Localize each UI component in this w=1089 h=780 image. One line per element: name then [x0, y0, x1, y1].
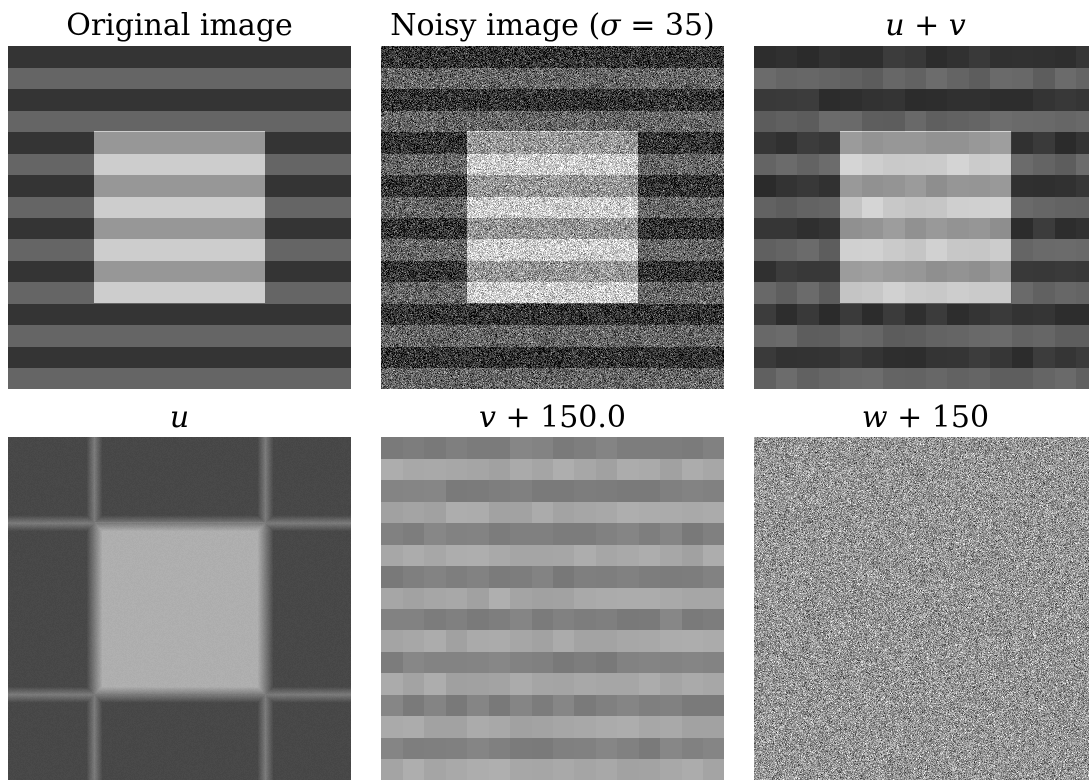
title-w-rest: + 150: [887, 400, 990, 435]
title-noisy: Noisy image (σ = 35): [381, 8, 724, 44]
image-u: [8, 437, 351, 780]
canvas-noisy: [381, 46, 724, 389]
title-noisy-prefix: Noisy image (: [390, 8, 601, 43]
title-original: Original image: [8, 8, 351, 44]
title-w-plus-150: w + 150: [754, 400, 1089, 436]
title-original-text: Original image: [66, 8, 293, 43]
canvas-v-plus-150: [381, 437, 724, 780]
title-v-rest: + 150.0: [495, 400, 627, 435]
title-u: u: [885, 8, 905, 43]
image-w-plus-150: [754, 437, 1089, 780]
title-u-panel: u: [8, 400, 351, 436]
canvas-u: [8, 437, 351, 780]
title-v: v: [948, 8, 966, 43]
title-noisy-suffix: = 35): [620, 8, 715, 43]
canvas-w-plus-150: [754, 437, 1089, 780]
title-noisy-sigma: σ: [600, 8, 621, 43]
canvas-original: [8, 46, 351, 389]
image-original: [8, 46, 351, 389]
title-v-math: v: [478, 400, 496, 435]
image-noisy: [381, 46, 724, 389]
title-v-plus-150: v + 150.0: [381, 400, 724, 436]
title-u-plus-v: u + v: [754, 8, 1089, 44]
image-u-plus-v: [754, 46, 1089, 389]
title-plus: +: [904, 8, 949, 43]
title-u-only: u: [169, 400, 190, 435]
image-v-plus-150: [381, 437, 724, 780]
title-w-math: w: [861, 400, 888, 435]
canvas-u-plus-v: [754, 46, 1089, 389]
